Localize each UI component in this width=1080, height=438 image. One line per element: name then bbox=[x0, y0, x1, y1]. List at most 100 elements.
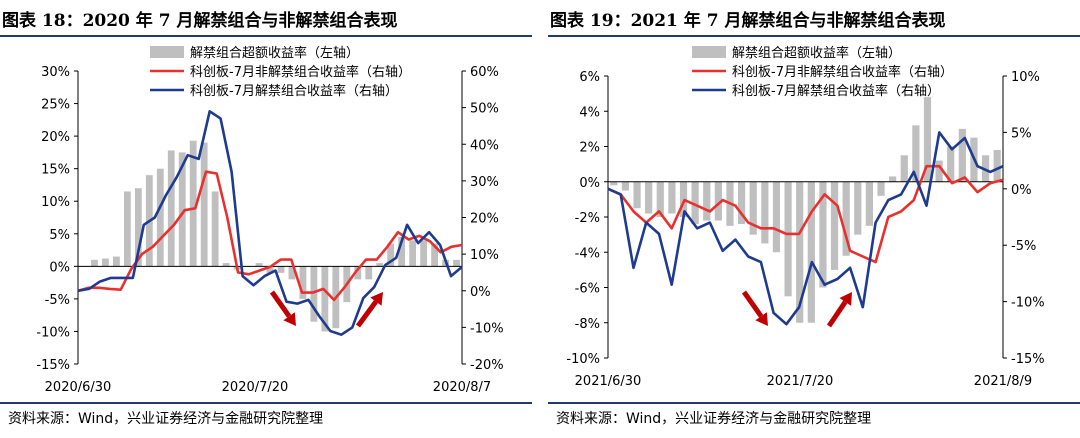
excess-return-bar bbox=[398, 237, 406, 267]
right-tick-label: 5% bbox=[1011, 126, 1032, 141]
right-tick-label: 60% bbox=[470, 65, 499, 80]
excess-return-bar bbox=[321, 266, 329, 332]
excess-return-bar bbox=[266, 266, 274, 273]
excess-return-bar bbox=[134, 188, 142, 267]
up-arrow bbox=[355, 300, 378, 328]
excess-return-bar bbox=[889, 176, 897, 182]
left-tick-label: -10% bbox=[566, 352, 600, 367]
left-tick-label: 10% bbox=[41, 195, 70, 210]
left-tick-label: 15% bbox=[41, 163, 70, 178]
right-tick-label: -20% bbox=[470, 358, 504, 373]
chart-title: 图表 19：2021 年 7 月解禁组合与非解禁组合表现 bbox=[550, 11, 946, 31]
excess-return-bar bbox=[691, 181, 699, 225]
excess-return-bar bbox=[714, 181, 722, 221]
excess-return-bar bbox=[91, 259, 98, 267]
excess-return-bar bbox=[167, 150, 175, 267]
chart-panel-2021: 图表 19：2021 年 7 月解禁组合与非解禁组合表现 -10% -8% -6% -… bbox=[548, 0, 1080, 438]
excess-return-bar bbox=[633, 181, 641, 209]
x-tick-label: 2020/7/20 bbox=[222, 380, 289, 395]
left-tick-label: -15% bbox=[36, 358, 70, 373]
right-tick-label: 10% bbox=[1011, 70, 1040, 85]
excess-return-bar bbox=[610, 181, 618, 186]
excess-return-bar bbox=[102, 258, 109, 267]
excess-return-bar bbox=[365, 266, 373, 280]
excess-return-bar bbox=[912, 125, 920, 182]
excess-return-bar bbox=[420, 240, 428, 267]
right-tick-label: 50% bbox=[470, 102, 499, 117]
chart-title: 图表 18：2020 年 7 月解禁组合与非解禁组合表现 bbox=[2, 11, 398, 31]
excess-return-bar bbox=[123, 191, 131, 267]
legend-label: 解禁组合超额收益率（左轴） bbox=[732, 45, 901, 61]
left-tick-label: 4% bbox=[579, 105, 600, 120]
excess-return-bar bbox=[354, 266, 362, 280]
excess-return-bar bbox=[178, 152, 186, 267]
excess-return-bar bbox=[255, 263, 263, 267]
right-tick-label: 10% bbox=[470, 248, 499, 263]
non-unlock-return-line bbox=[77, 170, 463, 302]
excess-return-bar bbox=[830, 181, 839, 270]
right-tick-label: -15% bbox=[1011, 352, 1045, 367]
excess-return-bar bbox=[156, 168, 164, 267]
excess-return-bar bbox=[222, 263, 230, 267]
excess-return-bar bbox=[703, 181, 711, 221]
chart-2020: -15% -10% -5% 0% 5% 10% 15% 20% 25% 30% -20% -10% 0%… bbox=[36, 45, 504, 395]
excess-return-bar bbox=[807, 181, 815, 323]
excess-return-bar bbox=[668, 181, 676, 214]
excess-return-bar bbox=[288, 266, 296, 280]
left-tick-label: 5% bbox=[49, 228, 70, 243]
left-tick-label: -8% bbox=[575, 317, 600, 332]
excess-return-bar bbox=[923, 97, 932, 182]
left-tick-label: -6% bbox=[575, 282, 600, 297]
source-note: 资料来源：Wind，兴业证券经济与金融研究院整理 bbox=[8, 411, 324, 427]
left-tick-label: -5% bbox=[45, 293, 70, 308]
non-unlock-return-line bbox=[607, 164, 1004, 264]
left-tick-label: 2% bbox=[579, 141, 600, 156]
x-tick-label: 2021/7/20 bbox=[767, 374, 834, 389]
down-arrow bbox=[269, 290, 292, 318]
excess-return-bar bbox=[854, 181, 862, 235]
excess-return-bar bbox=[621, 181, 630, 191]
excess-return-bar bbox=[112, 256, 120, 267]
legend-label: 科创板-7月非解禁组合收益率（右轴） bbox=[190, 64, 411, 80]
source-note: 资料来源：Wind，兴业证券经济与金融研究院整理 bbox=[556, 411, 872, 427]
unlock-return-line bbox=[607, 131, 1004, 326]
excess-return-bar bbox=[958, 128, 966, 182]
unlock-return-line bbox=[77, 110, 463, 337]
left-tick-label: 0% bbox=[579, 176, 600, 191]
left-tick-label: -4% bbox=[575, 246, 600, 261]
excess-return-bar bbox=[409, 240, 417, 267]
excess-return-bar bbox=[645, 181, 653, 214]
left-tick-label: -10% bbox=[36, 325, 70, 340]
right-tick-label: -10% bbox=[470, 321, 504, 336]
excess-return-bar bbox=[431, 243, 438, 267]
excess-return-bar bbox=[935, 160, 943, 182]
title-rule bbox=[0, 35, 532, 37]
legend-label: 解禁组合超额收益率（左轴） bbox=[190, 45, 359, 61]
x-tick-label: 2021/6/30 bbox=[575, 374, 642, 389]
left-tick-label: -2% bbox=[575, 211, 600, 226]
legend-label: 科创板-7月解禁组合收益率（右轴） bbox=[190, 83, 398, 99]
excess-return-bar bbox=[211, 191, 219, 267]
x-tick-label: 2020/8/7 bbox=[433, 380, 491, 395]
excess-return-bar bbox=[993, 150, 1001, 182]
excess-return-bar bbox=[877, 181, 885, 196]
title-rule bbox=[548, 35, 1080, 37]
left-tick-label: 20% bbox=[41, 130, 70, 145]
excess-return-bar bbox=[784, 181, 792, 297]
up-arrow-head bbox=[839, 292, 852, 306]
right-tick-label: 20% bbox=[470, 212, 499, 227]
left-tick-label: 30% bbox=[41, 65, 70, 80]
down-arrow-head bbox=[755, 312, 768, 326]
excess-return-bar bbox=[299, 266, 307, 299]
x-tick-label: 2021/8/9 bbox=[974, 374, 1032, 389]
source-rule bbox=[548, 402, 1080, 404]
excess-return-bar bbox=[277, 266, 285, 273]
up-arrow bbox=[826, 300, 848, 328]
excess-return-bar bbox=[200, 142, 208, 267]
excess-return-bar bbox=[772, 181, 781, 253]
excess-return-bar bbox=[761, 181, 769, 244]
excess-return-bar bbox=[842, 181, 850, 256]
excess-return-bar bbox=[310, 266, 318, 322]
chart-panel-2020: 图表 18：2020 年 7 月解禁组合与非解禁组合表现 -15% -10% -5%… bbox=[0, 0, 532, 438]
right-tick-label: 0% bbox=[1011, 183, 1032, 198]
